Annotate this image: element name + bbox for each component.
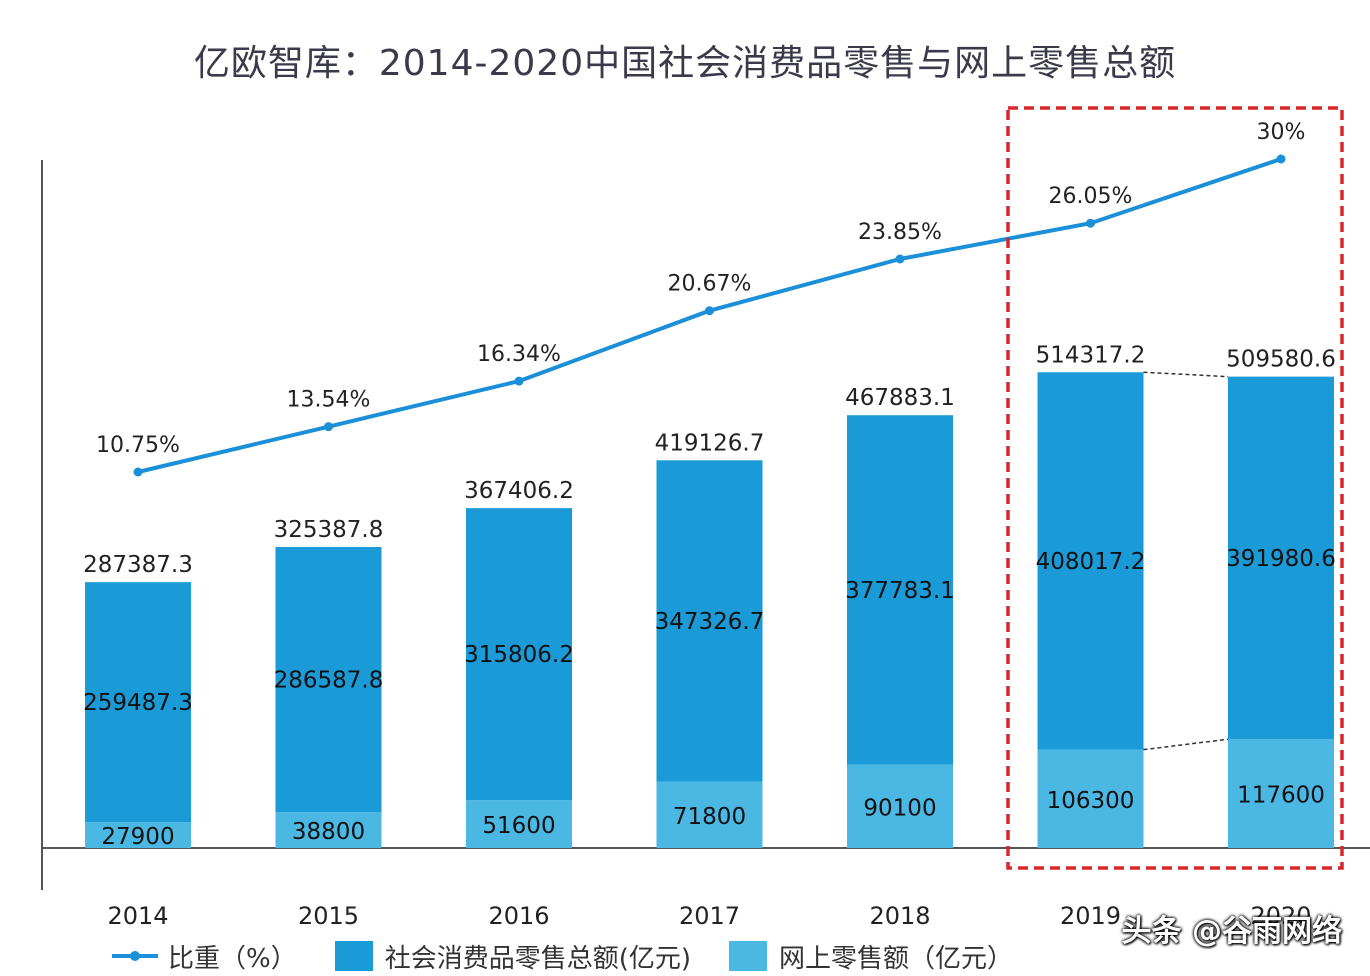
x-tick-2016: 2016 — [488, 902, 549, 930]
chart-title: 亿欧智库：2014-2020中国社会消费品零售与网上零售总额 — [193, 43, 1177, 84]
total-label-2014: 287387.3 — [83, 552, 193, 578]
online-label-2019: 106300 — [1047, 788, 1135, 814]
bar-offline-2018 — [847, 415, 953, 765]
legend-offline-label: 社会消费品零售总额(亿元) — [384, 943, 692, 974]
ratio-label-2014: 10.75% — [96, 433, 180, 458]
offline-label-2019: 408017.2 — [1036, 549, 1146, 575]
legend-ratio-label: 比重（%） — [168, 943, 297, 974]
bar-online-2018 — [847, 764, 953, 848]
ratio-point-2020 — [1276, 154, 1286, 164]
ratio-label-2020: 30% — [1257, 120, 1306, 145]
ratio-label-2017: 20.67% — [668, 272, 752, 297]
ratio-label-2016: 16.34% — [477, 342, 561, 367]
bar-online-2015 — [275, 812, 382, 848]
x-tick-2018: 2018 — [869, 902, 930, 930]
ratio-point-2014 — [133, 467, 143, 477]
ratio-point-2016 — [514, 376, 524, 386]
bar-online-2014 — [85, 822, 191, 848]
online-label-2017: 71800 — [673, 804, 746, 830]
watermark-text: 头条 @谷雨网络 — [1121, 914, 1342, 949]
total-label-2015: 325387.8 — [274, 517, 384, 543]
bar-online-2017 — [656, 781, 763, 848]
bar-offline-2016 — [466, 508, 572, 801]
offline-label-2014: 259487.3 — [83, 690, 193, 716]
legend-online-swatch — [729, 941, 768, 971]
offline-label-2018: 377783.1 — [845, 578, 955, 604]
ratio-label-2018: 23.85% — [858, 220, 942, 245]
bar-online-2016 — [466, 800, 572, 848]
x-tick-2017: 2017 — [679, 902, 740, 930]
ratio-point-2019 — [1086, 218, 1095, 228]
connector-line-2 — [1143, 738, 1229, 751]
online-label-2018: 90100 — [863, 795, 936, 821]
bar-offline-2020 — [1228, 376, 1334, 740]
total-label-2020: 509580.6 — [1226, 347, 1336, 373]
bar-offline-2014 — [85, 582, 191, 823]
x-tick-2014: 2014 — [107, 902, 168, 930]
x-tick-2020: 2020 — [1250, 902, 1311, 930]
chart-canvas: 287387.3 259487.3 27900 2014 325387.8 286587.… — [41, 106, 1370, 930]
total-label-2016: 367406.2 — [464, 478, 574, 504]
bar-offline-2017 — [656, 460, 763, 782]
ratio-label-2015: 13.54% — [287, 388, 371, 413]
total-label-2017: 419126.7 — [655, 430, 765, 456]
legend: 比重（%） 社会消费品零售总额(亿元) 网上零售额（亿元） — [112, 936, 1051, 976]
ratio-label-2019: 26.05% — [1049, 184, 1133, 209]
online-label-2020: 117600 — [1237, 783, 1325, 809]
ratio-point-2018 — [895, 254, 905, 264]
x-tick-2019: 2019 — [1060, 902, 1121, 930]
bar-online-2020 — [1228, 739, 1334, 848]
online-label-2016: 51600 — [482, 813, 555, 839]
legend-online-label: 网上零售额（亿元） — [779, 943, 1014, 974]
legend-item-online: 网上零售额（亿元） — [729, 938, 1013, 975]
x-tick-2015: 2015 — [298, 902, 359, 930]
online-label-2015: 38800 — [292, 819, 365, 845]
total-label-2018: 467883.1 — [845, 385, 955, 411]
bar-offline-2019 — [1037, 372, 1144, 750]
legend-line-swatch — [112, 951, 158, 961]
bar-online-2019 — [1037, 749, 1144, 848]
connector-line-1 — [1143, 371, 1229, 378]
bar-offline-2015 — [275, 547, 382, 813]
ratio-point-2017 — [705, 306, 714, 316]
online-label-2014: 27900 — [101, 824, 174, 850]
offline-label-2017: 347326.7 — [655, 609, 765, 635]
legend-item-offline: 社会消费品零售总额(亿元) — [334, 938, 692, 975]
offline-label-2016: 315806.2 — [464, 642, 574, 668]
legend-item-ratio: 比重（%） — [112, 938, 297, 975]
legend-offline-swatch — [334, 941, 373, 971]
offline-label-2015: 286587.8 — [274, 668, 384, 694]
total-label-2019: 514317.2 — [1036, 342, 1146, 368]
ratio-point-2015 — [324, 422, 333, 432]
offline-label-2020: 391980.6 — [1226, 546, 1336, 572]
highlight-box — [1006, 106, 1344, 870]
